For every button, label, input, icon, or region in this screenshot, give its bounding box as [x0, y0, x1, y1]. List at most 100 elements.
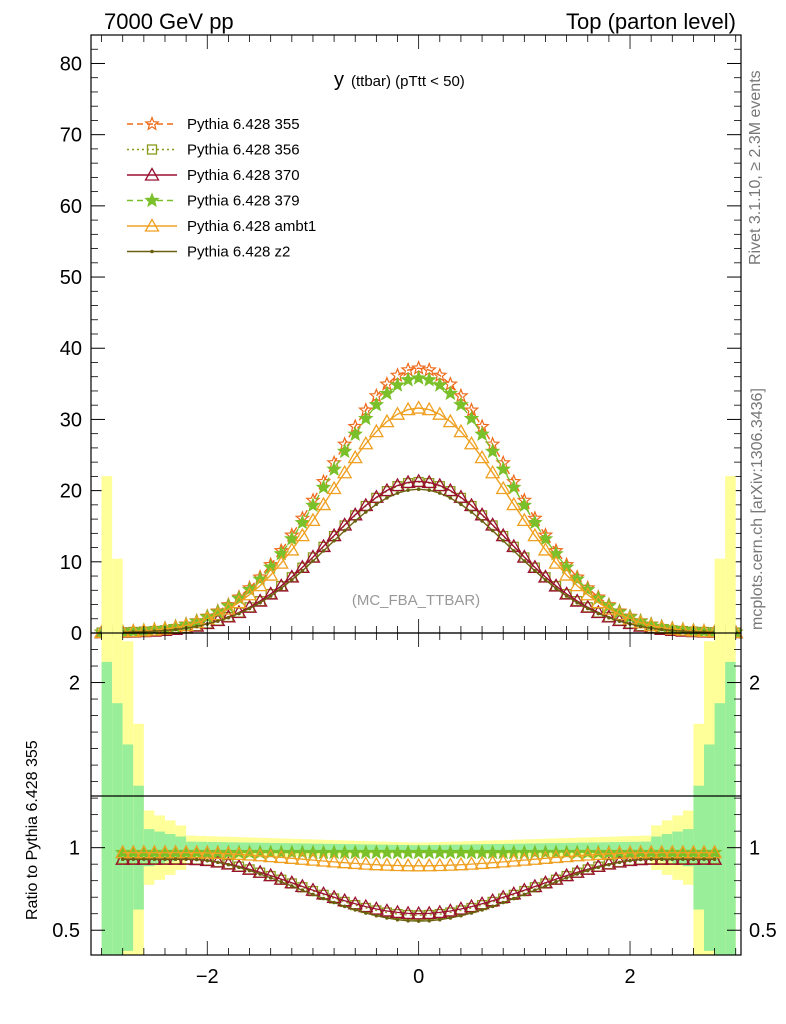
data-point-ratio-pythia-6-428-z2-24	[374, 913, 379, 918]
data-point-pythia-6-428-379-24	[347, 426, 363, 441]
ratio-band-inner	[260, 842, 271, 853]
data-point-pythia-6-428-ambt1-27	[379, 413, 395, 428]
ratio-band-inner	[651, 836, 662, 859]
data-point-pythia-6-428-z2-33	[448, 496, 453, 500]
data-point-pythia-6-428-z2-16	[268, 594, 273, 598]
data-point-ratio-pythia-6-428-z2-3	[152, 857, 157, 862]
legend-entry-pythia-6-428-356: Pythia 6.428 356	[127, 142, 300, 159]
data-point-pythia-6-428-z2-28	[395, 491, 400, 495]
data-point-pythia-6-428-z2-23	[342, 528, 347, 533]
data-point-pythia-6-428-z2-15	[258, 600, 262, 605]
data-point-ratio-pythia-6-428-z2-22	[353, 908, 358, 912]
data-point-pythia-6-428-379-36	[474, 426, 490, 441]
data-point-ratio-pythia-6-428-ambt1-19	[315, 853, 332, 867]
data-point-ratio-pythia-6-428-ambt1-34	[474, 855, 490, 870]
data-point-ratio-pythia-6-428-ambt1-11	[231, 846, 247, 861]
legend-entry-pythia-6-428-355: Pythia 6.428 355	[127, 115, 300, 133]
data-point-ratio-pythia-6-428-z2-46	[607, 862, 611, 867]
data-point-legend-pythia-6-428-z2-0	[150, 249, 154, 254]
data-point-pythia-6-428-z2-11	[216, 619, 220, 623]
data-point-ratio-pythia-6-428-ambt1-43	[569, 847, 585, 862]
data-point-pythia-6-428-379-33	[442, 385, 459, 401]
data-point-pythia-6-428-z2-40	[522, 559, 527, 563]
data-point-pythia-6-428-379-31	[421, 371, 437, 387]
data-point-ratio-pythia-6-428-370-42	[558, 867, 575, 882]
data-point-pythia-6-428-ambt1-17	[273, 555, 289, 569]
ratio-series-pythia-6-428-370	[115, 851, 723, 920]
ratio-band-inner	[386, 844, 398, 851]
data-point-ratio-pythia-6-428-z2-21	[342, 904, 347, 909]
data-point-legend-pythia-6-428-379-0	[144, 192, 160, 208]
data-point-pythia-6-428-ambt1-23	[337, 464, 353, 479]
data-point-pythia-6-428-ambt1-55	[675, 622, 691, 636]
ratio-plot: 0.5 0.5 1 1 2 2 −2 0 2	[52, 476, 777, 988]
data-point-ratio-pythia-6-428-370-25	[379, 903, 395, 917]
data-point-ratio-pythia-6-428-z2-47	[617, 860, 622, 865]
data-point-pythia-6-428-z2-5	[152, 629, 157, 633]
data-point-pythia-6-428-z2-47	[596, 611, 601, 616]
data-point-legend-pythia-6-428-370-0	[144, 167, 160, 181]
xtick-label--2: −2	[196, 966, 219, 988]
data-point-pythia-6-428-z2-21	[321, 549, 326, 553]
data-point-pythia-6-428-z2-49	[617, 619, 622, 623]
data-point-pythia-6-428-ambt1-14	[241, 586, 258, 601]
data-point-ratio-pythia-6-428-ambt1-14	[263, 848, 279, 863]
data-point-pythia-6-428-z2-45	[575, 600, 579, 605]
ratio-band-inner	[249, 842, 261, 853]
data-point-pythia-6-428-z2-41	[533, 568, 537, 573]
main-title-sub: (ttbar) (pTtt < 50)	[351, 73, 465, 90]
data-point-ratio-pythia-6-428-ambt1-38	[516, 852, 532, 866]
ratio-band-inner	[302, 843, 313, 852]
ratio-band-inner	[682, 829, 694, 867]
data-point-ratio-pythia-6-428-z2-1	[131, 857, 136, 862]
main-ytick-label-70: 70	[60, 125, 82, 147]
data-point-pythia-6-428-ambt1-45	[569, 577, 585, 592]
ratio-band-inner	[344, 844, 356, 852]
data-point-pythia-6-428-ambt1-40	[516, 512, 532, 527]
data-point-ratio-pythia-6-428-370-26	[389, 904, 406, 919]
data-point-pythia-6-428-ambt1-37	[485, 464, 501, 479]
data-point-ratio-pythia-6-428-370-1	[125, 851, 141, 865]
legend-label-pythia-6-428-356: Pythia 6.428 356	[187, 142, 300, 159]
data-point-pythia-6-428-379-30	[410, 369, 427, 385]
data-point-ratio-pythia-6-428-z2-13	[258, 872, 262, 876]
data-point-ratio-pythia-6-428-ambt1-15	[273, 849, 289, 864]
data-point-ratio-pythia-6-428-370-14	[263, 867, 279, 882]
data-point-ratio-pythia-6-428-ambt1-33	[463, 856, 480, 870]
series-pythia-6-428-370	[93, 473, 744, 639]
data-point-ratio-pythia-6-428-z2-20	[332, 900, 336, 905]
data-point-ratio-pythia-6-428-z2-33	[469, 911, 474, 915]
data-point-pythia-6-428-379-39	[506, 479, 522, 495]
data-point-ratio-pythia-6-428-370-6	[178, 851, 194, 865]
ratio-band-inner	[143, 829, 155, 867]
main-ytick-label-10: 10	[60, 552, 82, 574]
main-ytick-label-50: 50	[60, 267, 82, 289]
legend-entry-pythia-6-428-379: Pythia 6.428 379	[127, 192, 300, 210]
ratio-band-inner	[376, 844, 387, 851]
data-point-ratio-pythia-6-428-z2-0	[120, 857, 125, 862]
data-point-pythia-6-428-ambt1-28	[389, 406, 406, 420]
ratio-band-inner	[397, 844, 409, 851]
data-point-pythia-6-428-z2-7	[173, 627, 178, 632]
data-point-ratio-pythia-6-428-ambt1-42	[558, 848, 575, 863]
ratio-band-inner	[566, 842, 578, 853]
ratio-band-inner	[619, 841, 631, 854]
data-point-ratio-pythia-6-428-z2-16	[290, 884, 294, 888]
data-point-legend-pythia-6-428-356-0	[146, 144, 158, 155]
data-point-ratio-pythia-6-428-ambt1-22	[347, 855, 363, 870]
data-point-legend-pythia-6-428-ambt1-0	[144, 218, 160, 232]
data-point-pythia-6-428-z2-9	[194, 624, 199, 629]
data-point-pythia-6-428-ambt1-26	[368, 423, 384, 438]
data-point-ratio-pythia-6-428-z2-23	[363, 911, 368, 915]
ratio-band-inner	[175, 836, 187, 859]
legend: Pythia 6.428 355 Pythia 6.428 356 Pythia 6…	[127, 115, 316, 261]
data-point-pythia-6-428-379-18	[283, 530, 300, 546]
data-point-ratio-pythia-6-428-370-27	[400, 905, 416, 920]
data-point-pythia-6-428-ambt1-41	[527, 527, 543, 542]
data-point-ratio-pythia-6-428-ambt1-20	[326, 854, 342, 868]
data-point-ratio-pythia-6-428-370-44	[580, 861, 596, 875]
ratio-band-inner	[429, 844, 440, 851]
data-point-ratio-pythia-6-428-370-31	[442, 903, 458, 917]
data-point-pythia-6-428-379-29	[400, 371, 416, 387]
